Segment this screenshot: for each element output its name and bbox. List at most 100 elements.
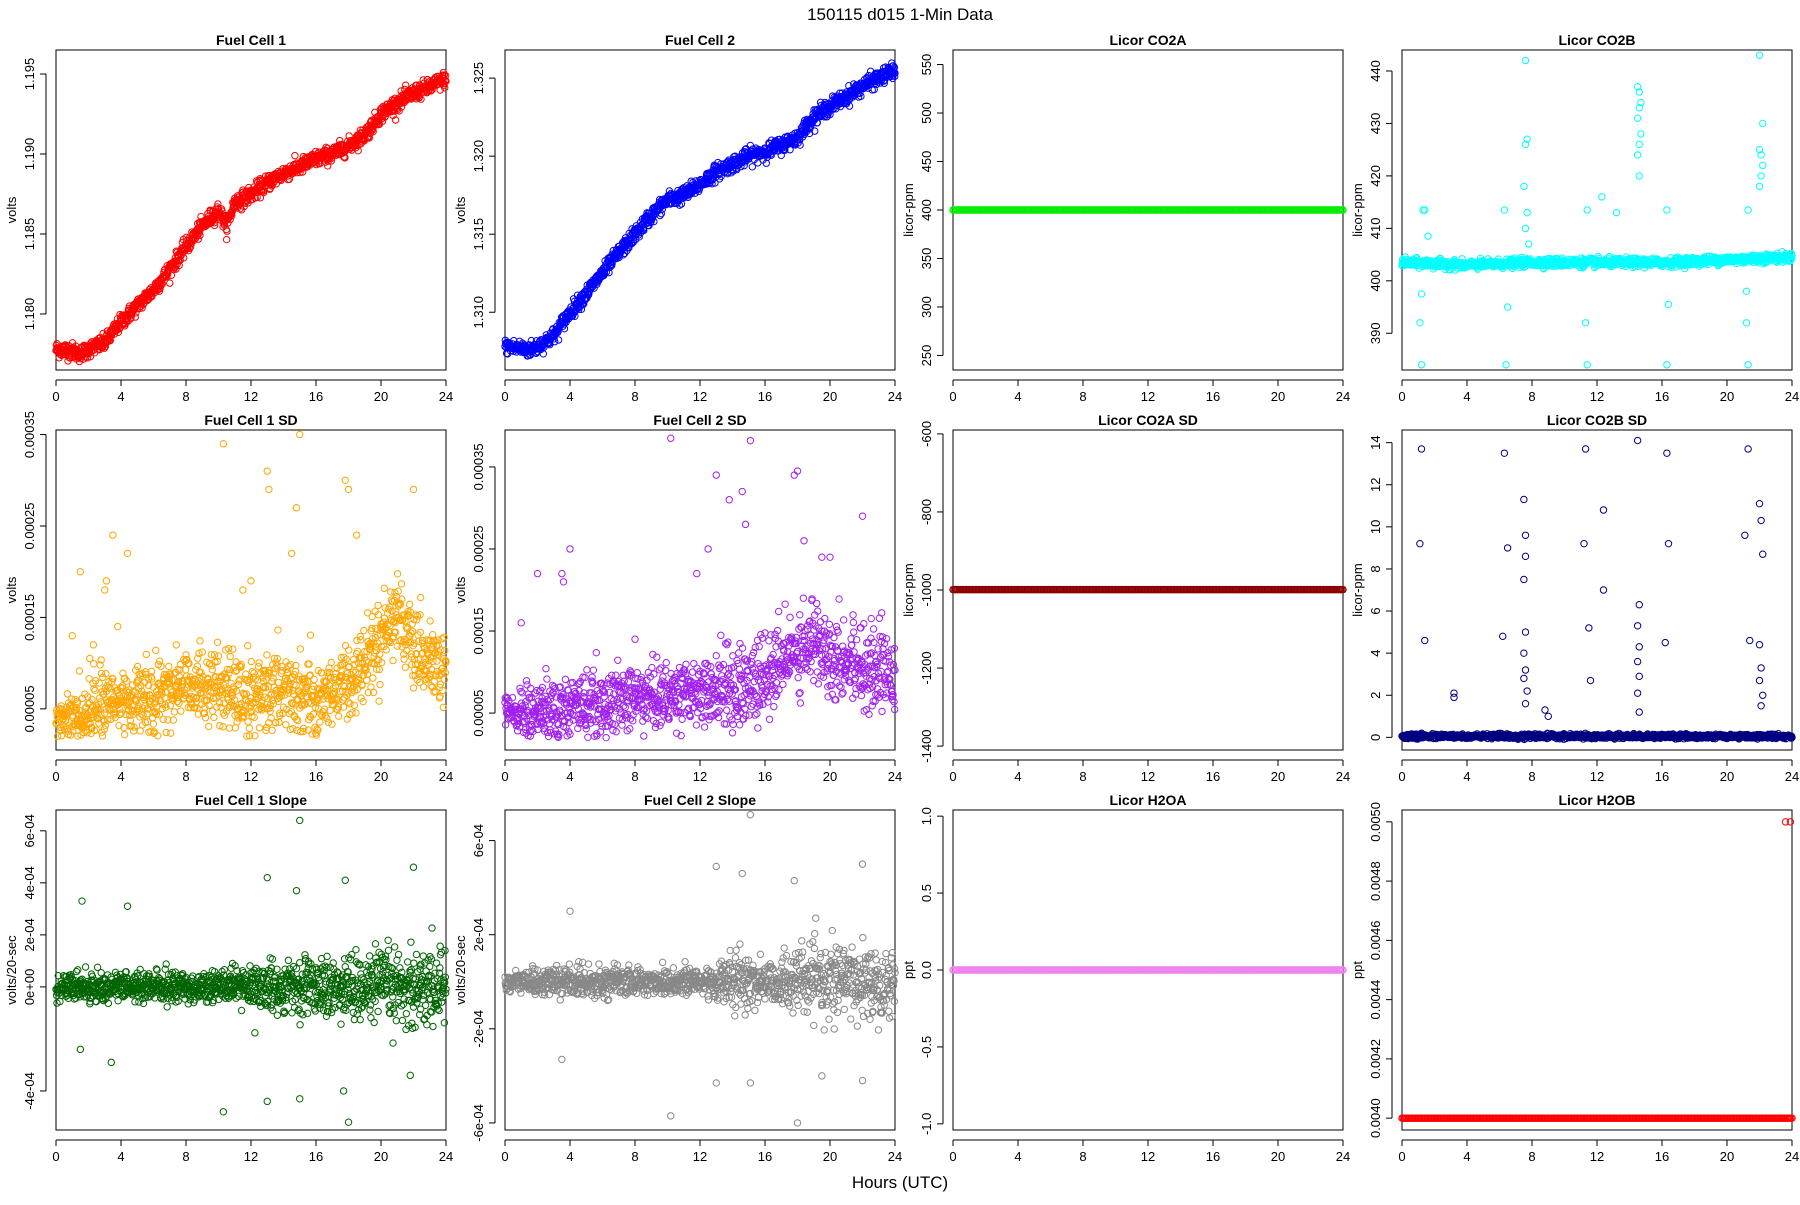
- panel-title: Fuel Cell 1: [216, 32, 286, 48]
- y-axis-label: volts: [4, 576, 19, 603]
- x-axis-label: Hours (UTC): [852, 1173, 948, 1192]
- x-tick-label: 4: [1463, 389, 1470, 404]
- y-tick-label: 410: [1368, 218, 1383, 240]
- data-point: [1638, 131, 1644, 137]
- x-tick-label: 8: [182, 769, 189, 784]
- data-point: [1636, 173, 1642, 179]
- x-tick-label: 24: [439, 389, 453, 404]
- x-tick-label: 20: [1720, 389, 1734, 404]
- data-point: [1664, 207, 1670, 213]
- data-point: [143, 651, 149, 657]
- data-point: [256, 725, 262, 731]
- data-point: [317, 719, 323, 725]
- panel-title: Licor CO2A: [1109, 32, 1186, 48]
- data-point: [251, 714, 257, 720]
- data-point: [251, 670, 257, 676]
- y-tick-label: 390: [1368, 322, 1383, 344]
- data-point: [1613, 209, 1619, 215]
- x-tick-label: 20: [374, 769, 388, 784]
- data-point: [1521, 183, 1527, 189]
- data-point: [328, 659, 334, 665]
- data-point: [1503, 362, 1509, 368]
- data-point: [1501, 207, 1507, 213]
- x-tick-label: 0: [52, 769, 59, 784]
- y-tick-label: 0.00025: [22, 503, 37, 550]
- data-point: [1418, 362, 1424, 368]
- x-tick-label: 8: [631, 389, 638, 404]
- y-tick-label: 250: [919, 345, 934, 367]
- y-tick-label: 1.320: [471, 140, 486, 173]
- data-points: [1399, 52, 1795, 368]
- x-tick-label: 16: [1206, 389, 1220, 404]
- data-point: [1664, 362, 1670, 368]
- data-point: [1599, 194, 1605, 200]
- x-tick-label: 8: [182, 389, 189, 404]
- data-point: [91, 661, 97, 667]
- x-tick-label: 12: [693, 389, 707, 404]
- y-axis-label: licor-ppm: [1350, 183, 1365, 236]
- data-point: [1745, 362, 1751, 368]
- x-tick-label: 12: [244, 769, 258, 784]
- data-point: [1634, 152, 1640, 158]
- data-point: [292, 152, 298, 158]
- data-point: [166, 663, 172, 669]
- data-point: [256, 660, 262, 666]
- data-point: [1634, 115, 1640, 121]
- data-point: [227, 653, 233, 659]
- y-tick-label: 1.185: [22, 218, 37, 251]
- x-tick-label: 24: [439, 769, 453, 784]
- data-point: [1418, 291, 1424, 297]
- y-tick-label: 430: [1368, 113, 1383, 135]
- x-tick-label: 0: [52, 389, 59, 404]
- x-tick-label: 16: [1655, 389, 1669, 404]
- data-point: [197, 638, 203, 644]
- y-tick-label: 1.190: [22, 138, 37, 171]
- x-tick-label: 8: [1079, 389, 1086, 404]
- y-axis-label: licor-ppm: [901, 183, 916, 236]
- y-tick-label: 550: [919, 54, 934, 76]
- data-point: [230, 646, 236, 652]
- data-point: [1522, 225, 1528, 231]
- data-point: [1745, 207, 1751, 213]
- data-point: [211, 714, 217, 720]
- x-tick-label: 16: [758, 389, 772, 404]
- y-tick-label: 1.195: [22, 58, 37, 91]
- y-tick-label: 450: [919, 151, 934, 173]
- data-point: [749, 164, 755, 170]
- data-point: [1636, 141, 1642, 147]
- x-tick-label: 12: [1141, 389, 1155, 404]
- data-point: [209, 666, 215, 672]
- data-point: [238, 701, 244, 707]
- data-point: [275, 627, 281, 633]
- panel-title: Licor CO2B: [1558, 32, 1635, 48]
- data-point: [245, 643, 251, 649]
- data-point: [214, 639, 220, 645]
- data-point: [297, 646, 303, 652]
- data-point: [307, 632, 313, 638]
- data-point: [99, 733, 105, 739]
- x-tick-label: 0: [1398, 389, 1405, 404]
- x-tick-label: 16: [309, 769, 323, 784]
- data-point: [1758, 173, 1764, 179]
- y-tick-label: 1.310: [471, 296, 486, 329]
- y-tick-label: 400: [919, 199, 934, 221]
- plot-frame: [1402, 50, 1792, 370]
- y-tick-label: 440: [1368, 60, 1383, 82]
- y-tick-label: 0.00005: [22, 685, 37, 732]
- x-tick-label: 12: [244, 389, 258, 404]
- data-point: [178, 708, 184, 714]
- panel-title: Fuel Cell 2: [665, 32, 735, 48]
- data-point: [1756, 52, 1762, 58]
- data-point: [1756, 183, 1762, 189]
- x-tick-label: 20: [1271, 389, 1285, 404]
- data-point: [1504, 304, 1510, 310]
- panel-title: Fuel Cell 1 SD: [204, 412, 297, 428]
- figure-title: 150115 d015 1-Min Data: [807, 5, 993, 24]
- data-point: [1743, 288, 1749, 294]
- y-tick-label: 350: [919, 248, 934, 270]
